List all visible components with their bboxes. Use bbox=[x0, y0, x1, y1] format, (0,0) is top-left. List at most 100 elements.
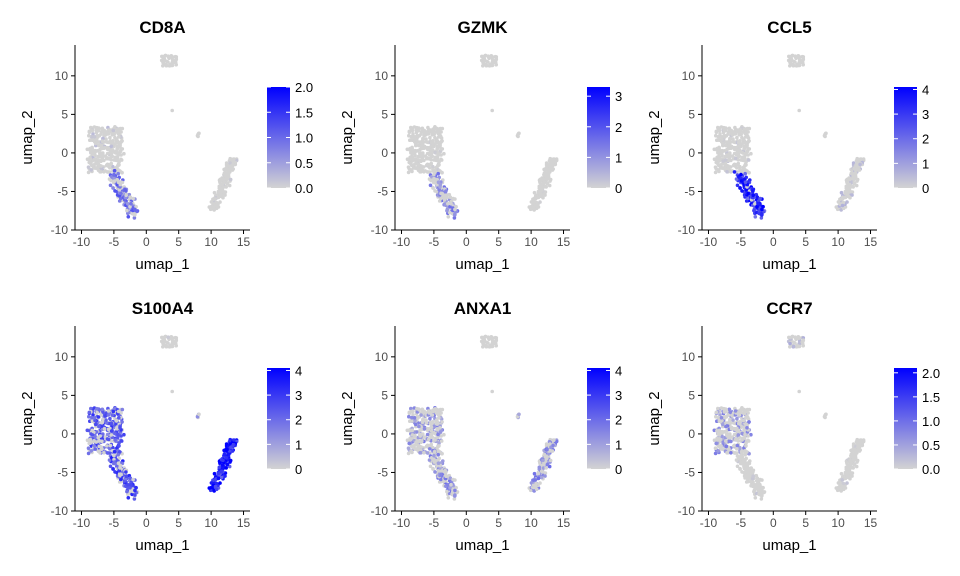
umap-point bbox=[120, 139, 124, 143]
umap-point bbox=[788, 345, 792, 349]
umap-point bbox=[118, 426, 122, 430]
umap-points bbox=[85, 53, 239, 220]
umap-point bbox=[725, 170, 729, 174]
x-tick-label: 15 bbox=[557, 516, 571, 530]
umap-point bbox=[719, 135, 724, 139]
umap-point bbox=[429, 421, 434, 426]
umap-point bbox=[735, 464, 740, 469]
umap-point bbox=[439, 153, 443, 157]
umap-point bbox=[439, 477, 443, 482]
y-axis-label: umap_2 bbox=[19, 110, 36, 164]
umap-point bbox=[723, 134, 728, 138]
umap-point bbox=[792, 59, 796, 64]
umap-point bbox=[124, 470, 128, 474]
umap-point bbox=[742, 154, 747, 159]
umap-point bbox=[739, 460, 744, 464]
umap-point bbox=[718, 413, 722, 417]
umap-point bbox=[788, 54, 793, 59]
umap-point bbox=[714, 410, 719, 415]
umap-point bbox=[446, 496, 451, 500]
umap-point bbox=[739, 168, 744, 173]
umap-point bbox=[745, 169, 749, 173]
x-tick-label: -5 bbox=[736, 516, 747, 530]
umap-point bbox=[486, 335, 491, 340]
umap-point bbox=[722, 406, 726, 411]
colorbar-tick-label: 3 bbox=[615, 89, 622, 104]
umap-point bbox=[720, 166, 724, 170]
umap-point bbox=[713, 170, 718, 175]
umap-point bbox=[218, 481, 222, 485]
umap-point bbox=[223, 193, 227, 197]
umap-point bbox=[424, 137, 428, 141]
umap-point bbox=[442, 432, 446, 437]
umap-point bbox=[415, 125, 419, 130]
umap-point bbox=[731, 137, 735, 141]
umap-point bbox=[425, 451, 430, 455]
umap-point bbox=[723, 415, 728, 419]
umap-point bbox=[214, 481, 218, 486]
umap-point bbox=[796, 55, 801, 60]
umap-point bbox=[851, 442, 856, 446]
umap-point bbox=[427, 458, 432, 462]
x-tick-label: 5 bbox=[802, 516, 809, 530]
umap-point bbox=[410, 134, 414, 139]
umap-points bbox=[712, 53, 866, 220]
umap-point bbox=[420, 126, 425, 131]
umap-point bbox=[715, 157, 720, 161]
umap-point bbox=[169, 336, 174, 341]
umap-point bbox=[439, 439, 444, 443]
umap-point bbox=[536, 195, 541, 200]
umap-point bbox=[425, 163, 429, 167]
colorbar-tick-label: 2 bbox=[615, 413, 622, 428]
umap-point bbox=[425, 151, 430, 156]
umap-point bbox=[753, 496, 758, 500]
umap-point bbox=[738, 467, 742, 471]
umap-point bbox=[537, 465, 542, 470]
umap-point bbox=[221, 466, 226, 470]
umap-point bbox=[231, 443, 235, 448]
umap-point bbox=[744, 416, 748, 420]
umap-point bbox=[429, 140, 434, 145]
umap-point bbox=[108, 447, 112, 451]
umap-point bbox=[436, 128, 441, 133]
umap-point bbox=[746, 434, 750, 438]
colorbar-tick-label: 1.0 bbox=[295, 131, 313, 146]
umap-point bbox=[85, 438, 90, 443]
umap-point bbox=[197, 131, 201, 136]
umap-point bbox=[744, 160, 748, 164]
umap-point bbox=[734, 177, 739, 181]
umap-point bbox=[743, 128, 748, 133]
umap-point bbox=[111, 409, 116, 414]
umap-point bbox=[95, 125, 99, 130]
umap-point bbox=[165, 340, 169, 345]
umap-point bbox=[850, 474, 854, 478]
umap-point bbox=[134, 204, 138, 209]
umap-point bbox=[413, 434, 417, 439]
colorbar bbox=[587, 368, 610, 469]
umap-point bbox=[407, 441, 412, 446]
umap-point bbox=[839, 190, 844, 195]
umap-point bbox=[489, 344, 493, 349]
umap-point bbox=[544, 174, 548, 179]
umap-point bbox=[125, 208, 129, 213]
umap-point bbox=[129, 201, 133, 206]
umap-point bbox=[840, 478, 844, 482]
umap-point bbox=[228, 442, 232, 446]
umap-point bbox=[719, 163, 723, 167]
umap-point bbox=[453, 212, 457, 216]
umap-point bbox=[547, 168, 552, 172]
y-axis-label: umap_2 bbox=[646, 391, 663, 445]
umap-point bbox=[95, 406, 99, 411]
colorbar-tick-label: 2.0 bbox=[922, 366, 940, 381]
umap-point bbox=[453, 488, 457, 493]
umap-point bbox=[112, 449, 117, 454]
umap-point bbox=[729, 427, 734, 431]
umap-point bbox=[98, 434, 102, 438]
umap-point bbox=[854, 449, 859, 453]
umap-point bbox=[824, 131, 828, 136]
umap-point bbox=[119, 196, 123, 201]
umap-point bbox=[97, 158, 101, 162]
colorbar-tick-label: 3 bbox=[615, 388, 622, 403]
umap-point bbox=[408, 438, 413, 442]
umap-point bbox=[113, 438, 117, 442]
